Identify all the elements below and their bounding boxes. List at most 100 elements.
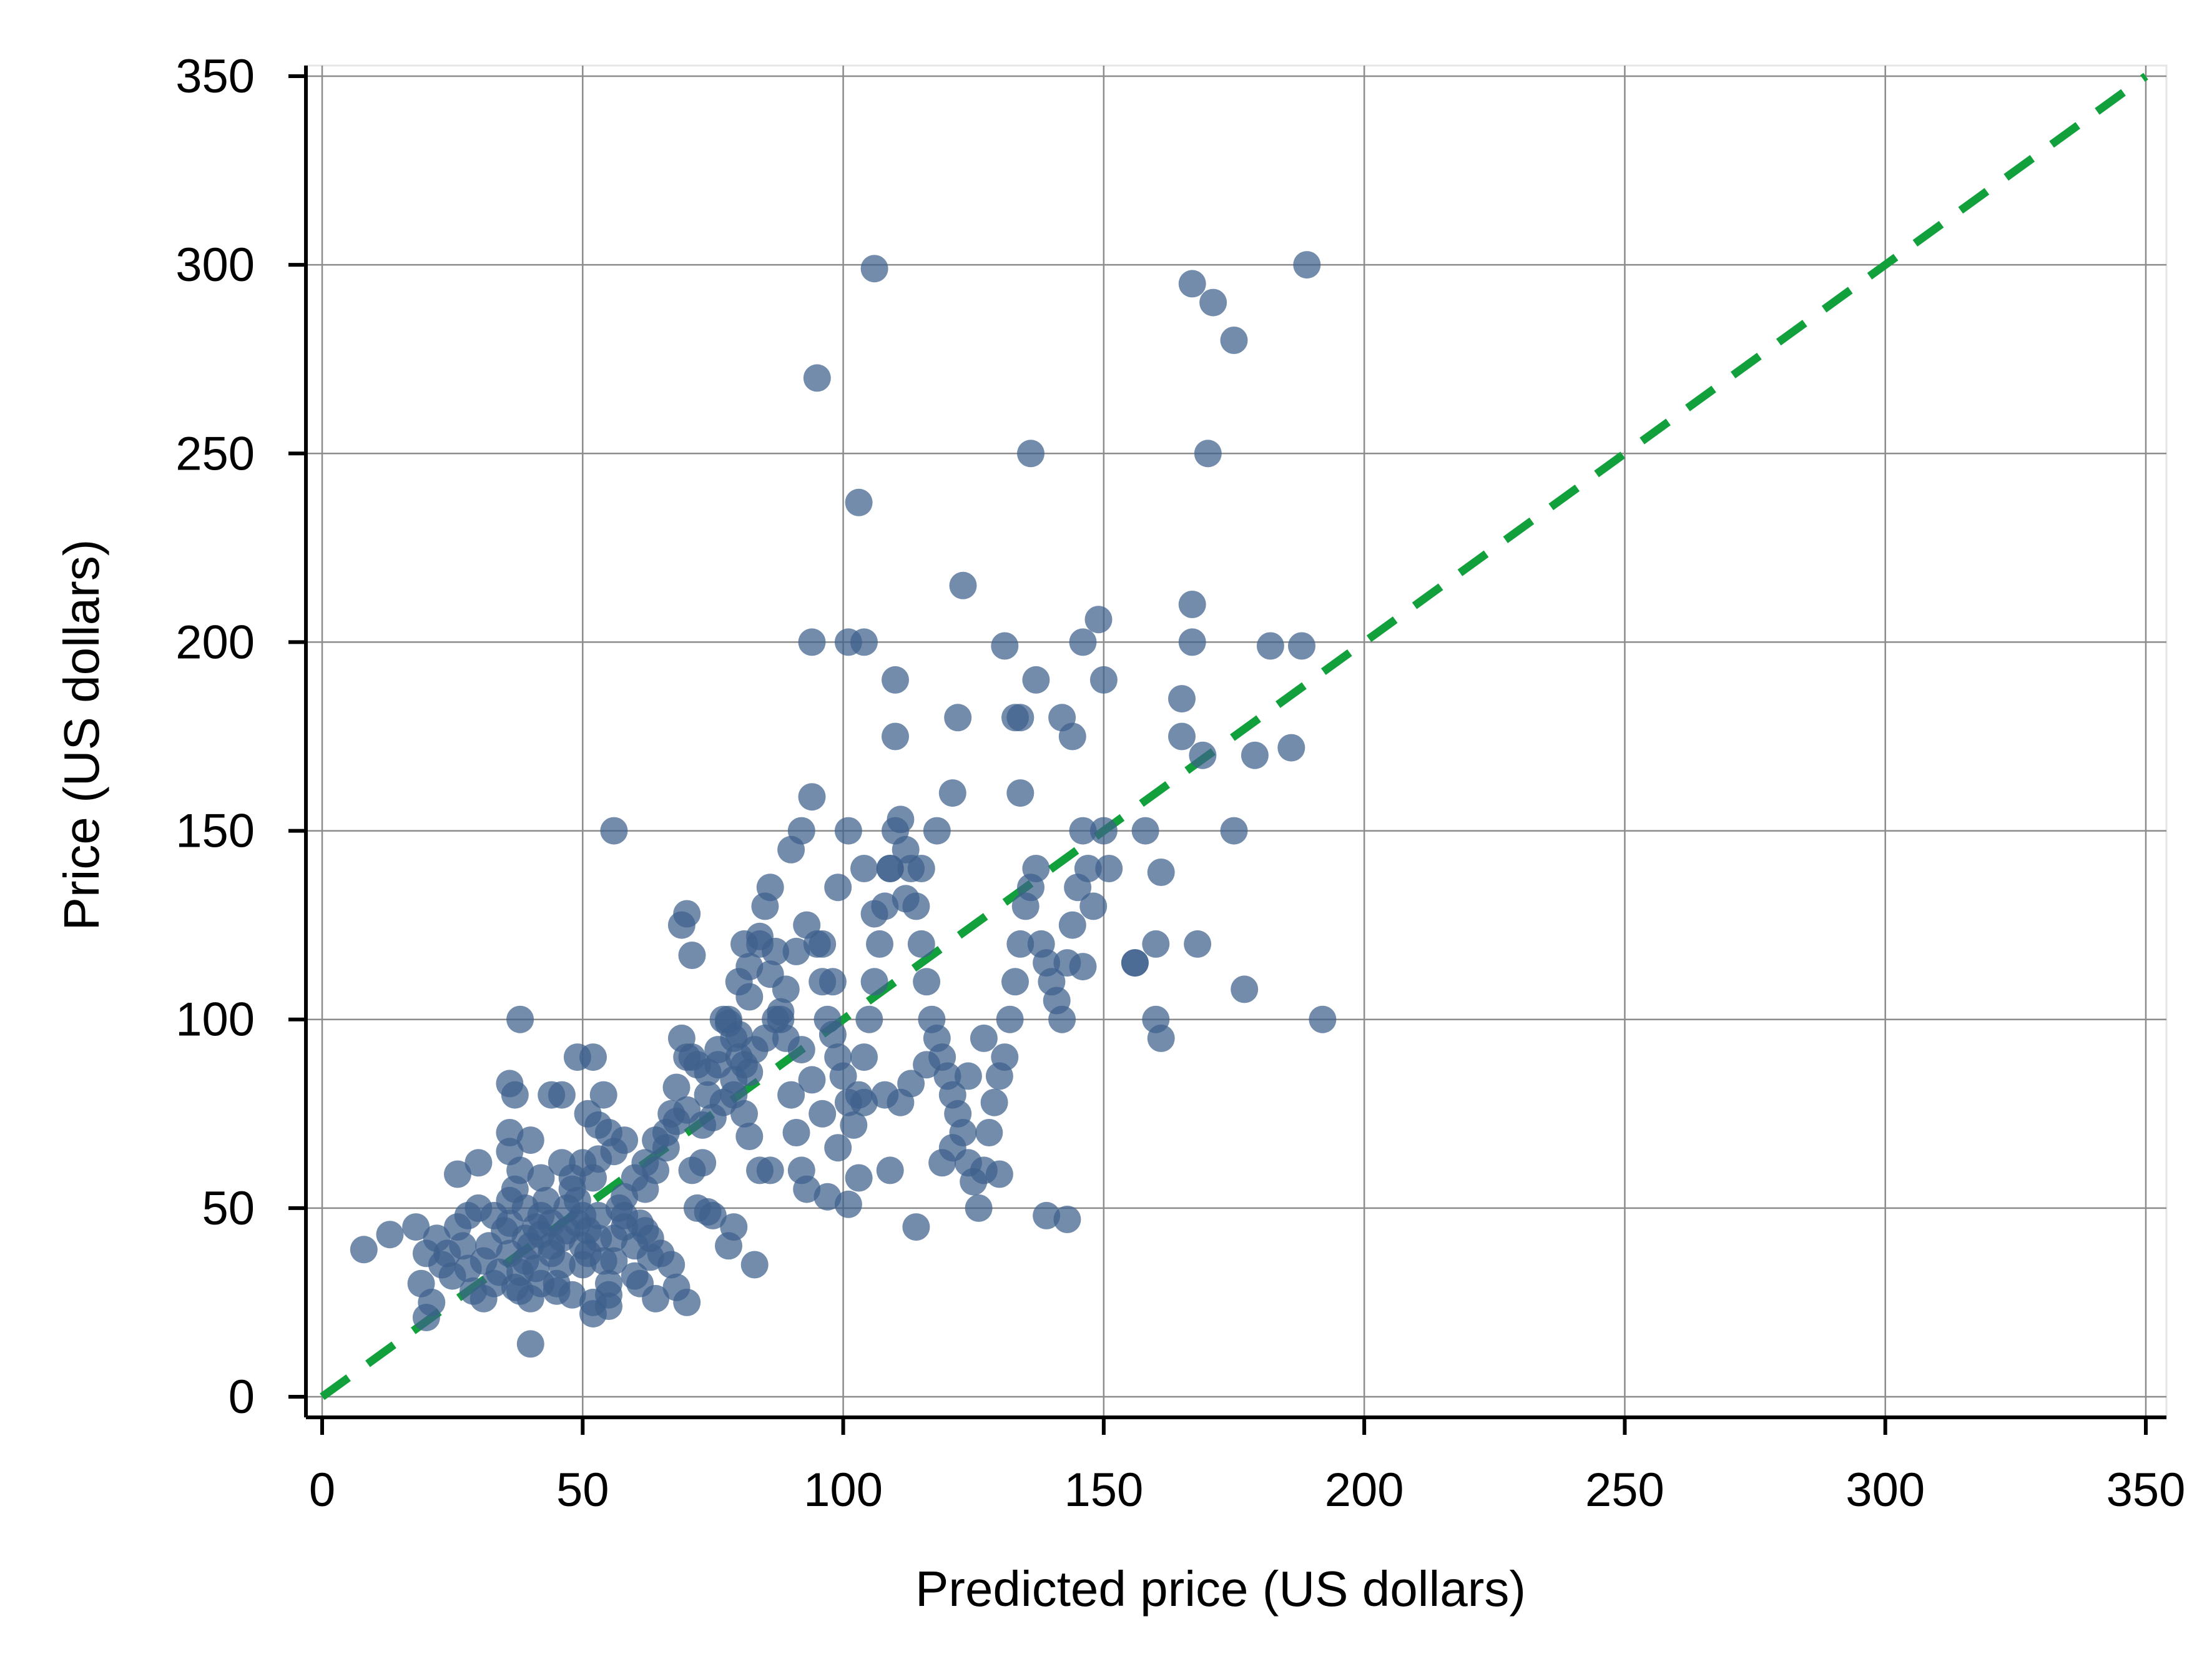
data-point	[350, 1236, 378, 1264]
data-point	[1074, 855, 1102, 882]
data-point	[954, 1062, 982, 1090]
data-point	[970, 1024, 998, 1052]
data-point	[798, 628, 826, 656]
data-point	[928, 1149, 956, 1177]
data-point	[938, 779, 966, 807]
data-point	[1168, 685, 1196, 713]
y-tick-label: 200	[175, 616, 255, 669]
data-point	[1069, 628, 1097, 656]
data-point	[1017, 440, 1045, 468]
data-point	[454, 1254, 482, 1282]
data-point	[636, 1224, 664, 1253]
data-point	[1069, 953, 1097, 981]
data-point	[1022, 666, 1050, 694]
data-point	[662, 1073, 691, 1101]
data-point	[980, 1088, 1008, 1116]
data-point	[1058, 722, 1086, 751]
data-point	[600, 1247, 628, 1275]
data-point	[876, 855, 904, 882]
x-tick-label: 250	[1585, 1464, 1664, 1517]
data-point	[824, 874, 852, 902]
data-point	[840, 1111, 868, 1139]
data-point	[522, 1254, 550, 1282]
data-point	[611, 1183, 639, 1211]
data-point	[1178, 591, 1206, 618]
data-point	[1006, 779, 1035, 807]
data-point	[1277, 734, 1305, 762]
data-point	[860, 255, 888, 283]
data-point	[465, 1149, 493, 1177]
data-point	[402, 1213, 430, 1241]
data-point	[845, 488, 873, 516]
data-point	[735, 953, 764, 981]
data-point	[636, 1243, 664, 1271]
data-point	[516, 1126, 544, 1154]
data-point	[1189, 741, 1217, 769]
data-point	[496, 1119, 524, 1146]
data-point	[860, 968, 888, 996]
data-point	[1131, 817, 1159, 845]
data-point	[882, 722, 909, 751]
y-tick-label: 100	[175, 993, 255, 1046]
data-point	[1001, 968, 1029, 996]
data-point	[850, 1088, 878, 1116]
data-point	[735, 1123, 764, 1150]
y-axis-title: Price (US dollars)	[54, 539, 109, 931]
data-point	[600, 817, 628, 845]
data-point	[1058, 911, 1086, 939]
y-tick-label: 150	[175, 805, 255, 858]
y-tick-label: 0	[229, 1371, 255, 1424]
data-point	[704, 1036, 732, 1064]
data-point	[678, 942, 706, 969]
data-point	[902, 1213, 930, 1241]
data-point	[569, 1201, 597, 1229]
data-point	[1288, 632, 1315, 660]
data-point	[584, 1224, 612, 1253]
data-points	[350, 251, 1337, 1358]
data-point	[793, 911, 821, 939]
data-point	[1006, 930, 1035, 958]
data-point	[855, 1005, 883, 1033]
data-point	[699, 1103, 727, 1131]
data-point	[985, 1160, 1013, 1188]
data-point	[845, 1164, 873, 1192]
data-point	[944, 704, 972, 732]
x-tick-label: 100	[804, 1464, 883, 1517]
data-point	[787, 817, 815, 845]
data-point	[1194, 440, 1222, 468]
data-point	[809, 930, 837, 958]
data-point	[1147, 1024, 1175, 1052]
data-point	[787, 1036, 815, 1064]
data-point	[1147, 859, 1175, 886]
data-point	[412, 1304, 440, 1332]
data-point	[991, 1043, 1019, 1071]
data-point	[1231, 975, 1259, 1003]
data-point	[1241, 741, 1269, 769]
data-point	[1184, 930, 1212, 958]
data-point	[1309, 1005, 1337, 1033]
data-point	[1048, 1005, 1076, 1033]
x-tick-label: 0	[309, 1464, 335, 1517]
axes	[288, 66, 2166, 1435]
data-point	[516, 1330, 544, 1358]
data-point	[882, 666, 909, 694]
y-tick-label: 250	[175, 427, 255, 480]
data-point	[965, 1194, 993, 1222]
data-point	[975, 1119, 1003, 1146]
data-point	[496, 1209, 524, 1237]
data-point	[876, 1156, 904, 1184]
data-point	[548, 1149, 576, 1177]
y-tick-labels: 0 50 100 150 200 250 300 350	[175, 50, 255, 1424]
data-point	[818, 968, 847, 996]
data-point	[814, 1183, 842, 1211]
data-point	[642, 1126, 670, 1154]
data-point	[777, 1081, 805, 1109]
data-point	[433, 1239, 461, 1268]
data-point	[1178, 270, 1206, 298]
data-point	[1095, 855, 1123, 882]
data-point	[678, 1156, 706, 1184]
data-point	[782, 1119, 810, 1146]
reference-line	[320, 72, 2148, 1401]
data-point	[887, 805, 915, 834]
